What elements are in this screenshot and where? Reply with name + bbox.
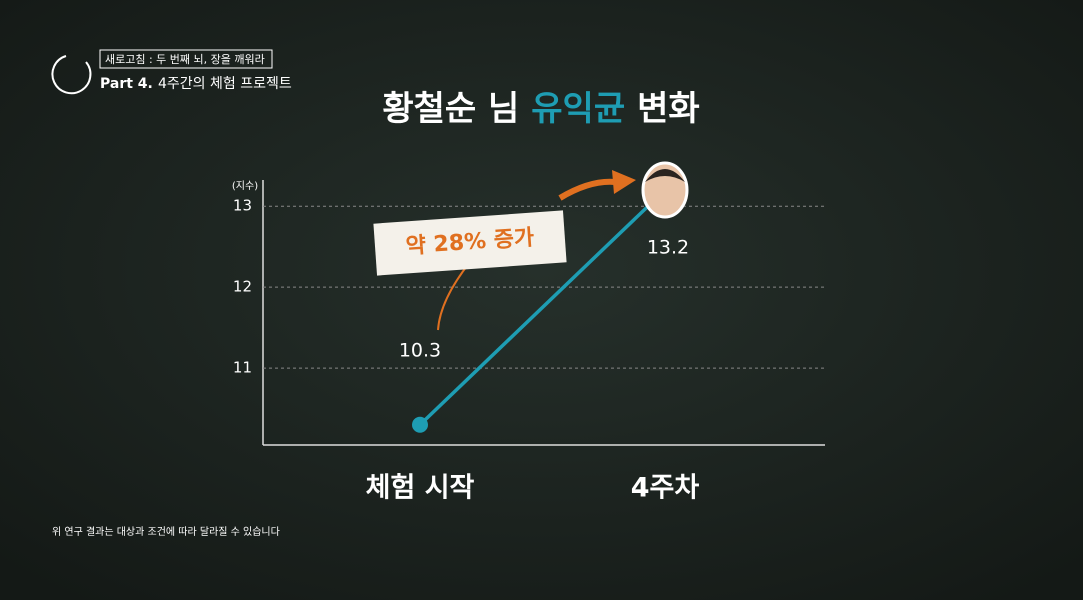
title-part: 황철순 님 bbox=[382, 89, 519, 129]
x-tick-label: 4주차 bbox=[631, 473, 700, 504]
part-title: 4주간의 체험 프로젝트 bbox=[158, 76, 292, 92]
title-part: 변화 bbox=[637, 89, 700, 129]
arrow-head bbox=[612, 170, 636, 194]
data-point bbox=[412, 416, 428, 433]
annotation: 약 28% 증가 bbox=[373, 210, 567, 276]
value-label: 10.3 bbox=[399, 340, 441, 362]
annotation-paper bbox=[373, 210, 567, 276]
part: Part 4. bbox=[100, 76, 153, 92]
series-title: 새로고침 : 두 번째 뇌, 장을 깨워라 bbox=[105, 53, 265, 66]
data-line bbox=[418, 188, 667, 427]
footer-note: 위 연구 결과는 대상과 조건에 따라 달라질 수 있습니다 bbox=[52, 525, 280, 538]
face-hair bbox=[645, 169, 685, 182]
arrow bbox=[558, 178, 616, 201]
chart-title: 황철순 님 유익균 변화 bbox=[382, 89, 699, 129]
y-axis-label: (지수) bbox=[232, 180, 258, 192]
value-label: 13.2 bbox=[647, 237, 689, 259]
logo bbox=[51, 55, 92, 95]
title-part: 유익균 bbox=[531, 89, 625, 129]
y-tick-label: 12 bbox=[233, 278, 252, 296]
series-box bbox=[99, 49, 273, 69]
y-tick-label: 11 bbox=[233, 359, 252, 377]
y-tick-label: 13 bbox=[233, 197, 252, 215]
x-tick-label: 체험 시작 bbox=[366, 473, 475, 504]
